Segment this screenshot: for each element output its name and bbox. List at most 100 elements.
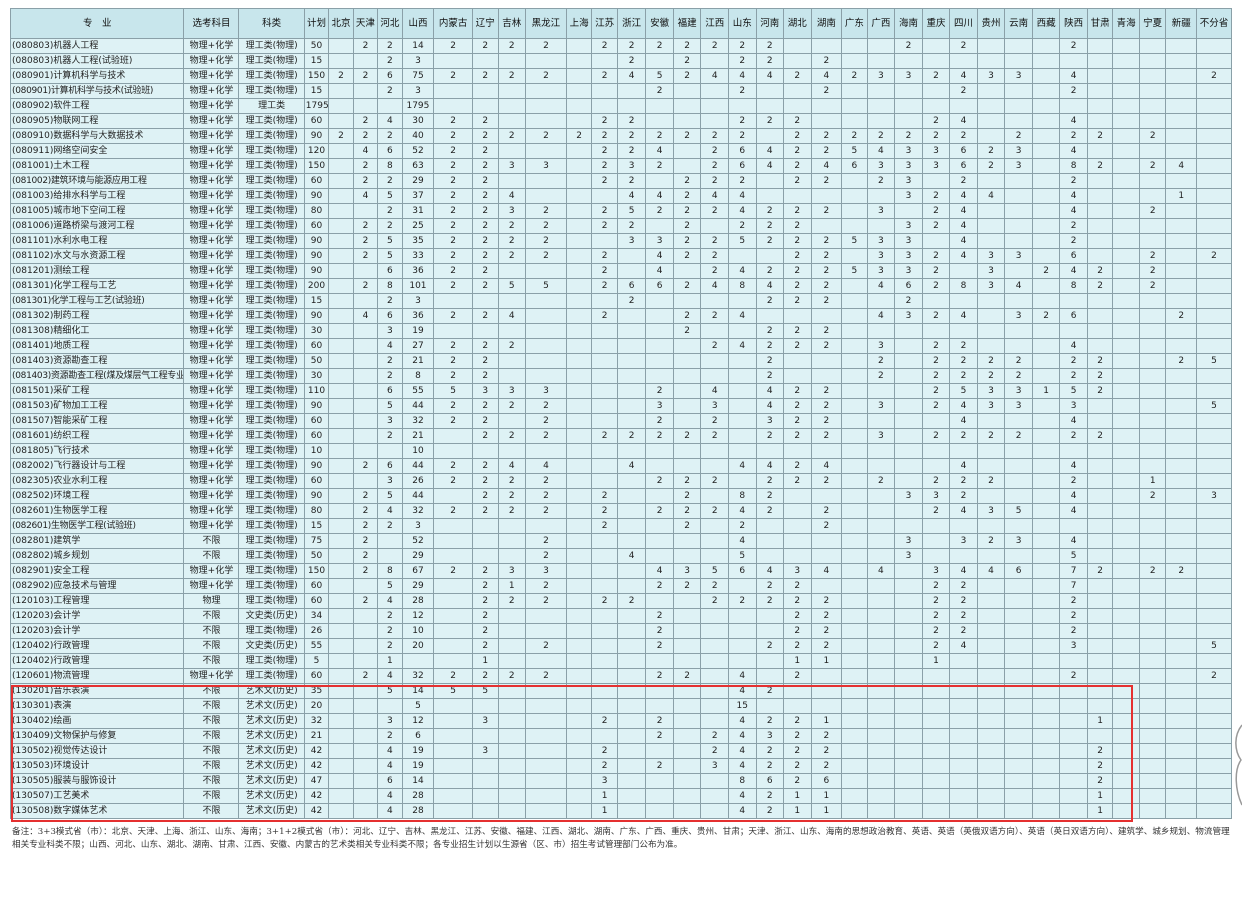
province-quota-cell: 4 [949, 638, 978, 654]
province-quota-cell: 3 [1004, 158, 1033, 174]
province-quota-cell [565, 713, 593, 729]
province-quota-cell: 2 [645, 503, 674, 519]
table-row: (081006)道路桥梁与渡河工程 物理+化学 理工类(物理) 60 2 2 25 2 2 2 2 2… [9, 218, 1232, 234]
province-quota-cell: 2 [1059, 128, 1088, 144]
province-quota-cell: 4 [377, 788, 403, 804]
province-quota-cell: 2 [672, 188, 702, 204]
province-quota-cell [433, 758, 473, 774]
province-quota-cell [1031, 623, 1061, 639]
province-quota-cell [672, 143, 702, 159]
province-quota-cell [1031, 713, 1061, 729]
province-quota-cell: 2 [616, 53, 647, 69]
province-quota-cell: 4 [377, 668, 403, 684]
province-quota-cell: 2 [525, 473, 567, 489]
province-quota-cell: 2 [894, 128, 923, 144]
subject-requirement-cell: 物理+化学 [183, 203, 240, 219]
province-quota-cell: 4 [727, 533, 757, 549]
major-name-cell: (081501)采矿工程 [9, 383, 185, 399]
province-quota-cell: 6 [727, 143, 757, 159]
province-quota-cell [497, 743, 527, 759]
province-quota-cell: 2 [1165, 353, 1198, 369]
footnote: 备注：3+3模式省（市）：北京、天津、上海、浙江、山东、海南；3+1+2模式省（… [12, 827, 1230, 850]
province-quota-cell: 2 [921, 218, 951, 234]
plan-total-cell: 60 [303, 578, 330, 594]
province-quota-cell: 2 [700, 263, 729, 279]
province-quota-cell: 3 [976, 278, 1006, 294]
province-quota-cell [1059, 293, 1088, 309]
table-row: (130503)环境设计 不限 艺术文(历史) 42 4 19 2 2 3 4 2 2 2 2 [9, 758, 1232, 774]
province-quota-cell [894, 578, 923, 594]
province-quota-cell: 4 [727, 743, 757, 759]
major-name-cell: (081101)水利水电工程 [9, 233, 185, 249]
province-quota-cell [565, 308, 593, 324]
province-quota-cell [1059, 323, 1088, 339]
province-quota-cell: 2 [591, 593, 618, 609]
plan-total-cell: 75 [303, 533, 330, 549]
province-quota-cell: 4 [645, 188, 674, 204]
province-quota-cell [841, 173, 868, 189]
province-quota-cell [328, 158, 354, 174]
province-quota-cell: 2 [810, 263, 843, 279]
province-quota-cell: 2 [976, 158, 1006, 174]
province-quota-cell [1112, 263, 1140, 279]
province-quota-cell [565, 488, 593, 504]
province-quota-cell [1086, 233, 1114, 249]
plan-total-cell: 34 [303, 608, 330, 624]
province-quota-cell [352, 413, 379, 429]
province-quota-cell: 2 [591, 713, 618, 729]
province-quota-cell [1031, 53, 1061, 69]
province-quota-cell: 6 [377, 308, 403, 324]
province-quota-cell [352, 263, 379, 279]
province-quota-cell [377, 548, 403, 564]
province-quota-cell [976, 458, 1006, 474]
province-quota-cell [497, 758, 527, 774]
province-quota-cell [1165, 443, 1198, 459]
province-quota-cell: 4 [377, 803, 403, 819]
major-name-cell: (081507)智能采矿工程 [9, 413, 185, 429]
province-quota-cell: 2 [700, 128, 729, 144]
province-quota-cell [1031, 503, 1061, 519]
province-quota-cell: 2 [700, 143, 729, 159]
province-quota-cell [1165, 668, 1198, 684]
province-quota-cell [700, 98, 729, 114]
major-name-cell: (120402)行政管理 [9, 653, 185, 669]
province-quota-cell [949, 713, 978, 729]
province-quota-cell [1112, 158, 1140, 174]
province-quota-cell: 3 [894, 143, 923, 159]
province-quota-cell [841, 83, 868, 99]
province-quota-cell [976, 728, 1006, 744]
province-quota-cell: 2 [645, 428, 674, 444]
province-quota-cell [1086, 173, 1114, 189]
province-quota-cell: 2 [433, 353, 473, 369]
province-quota-cell [1031, 428, 1061, 444]
province-quota-cell [810, 548, 843, 564]
province-quota-cell [841, 458, 868, 474]
province-quota-cell: 2 [1138, 488, 1167, 504]
province-quota-cell [525, 608, 567, 624]
table-row: (120402)行政管理 不限 文史类(历史) 55 2 20 2 2 2 2 2 2 2 4 3 5 [9, 638, 1232, 654]
subject-requirement-cell: 物理+化学 [183, 503, 240, 519]
province-quota-cell: 4 [755, 278, 785, 294]
province-quota-cell [1196, 758, 1232, 774]
province-quota-cell [1138, 113, 1167, 129]
province-quota-cell: 2 [472, 218, 499, 234]
table-row: (130301)表演 不限 艺术文(历史) 20 5 15 [9, 698, 1232, 714]
major-name-cell: (080905)物联网工程 [9, 113, 185, 129]
province-quota-cell [1086, 443, 1114, 459]
province-quota-cell: 2 [1059, 428, 1088, 444]
province-quota-cell [1165, 473, 1198, 489]
province-quota-cell: 5 [377, 578, 403, 594]
province-quota-cell [1086, 248, 1114, 264]
province-quota-cell: 3 [1004, 533, 1033, 549]
province-quota-cell: 3 [866, 203, 896, 219]
province-quota-cell: 2 [472, 68, 499, 84]
major-name-cell: (082002)飞行器设计与工程 [9, 458, 185, 474]
subject-requirement-cell: 物理+化学 [183, 143, 240, 159]
province-quota-cell: 2 [591, 218, 618, 234]
province-quota-cell [841, 728, 868, 744]
province-quota-cell [1031, 803, 1061, 819]
province-quota-cell [591, 383, 618, 399]
province-quota-cell [700, 488, 729, 504]
province-quota-cell [976, 308, 1006, 324]
column-header: 贵州 [976, 8, 1006, 39]
